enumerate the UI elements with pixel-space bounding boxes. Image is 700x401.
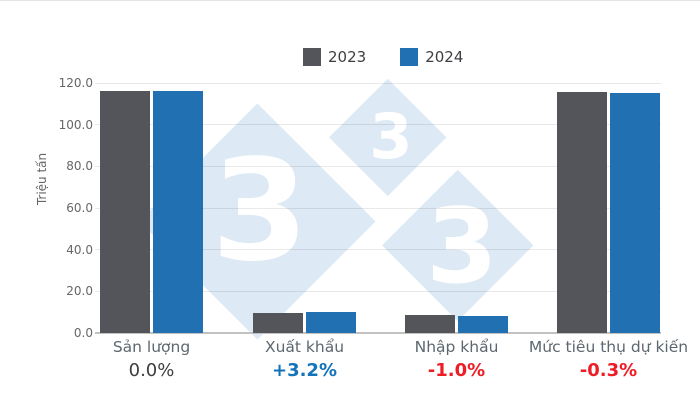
watermark-digit-3: 3 — [426, 187, 498, 308]
legend-swatch-2024 — [400, 48, 419, 66]
legend-item-2024[interactable]: 2024 — [400, 48, 463, 66]
legend-swatch-2023 — [303, 48, 321, 66]
y-tick-label-120.0: 120.0 — [58, 76, 93, 90]
y-tick-label-0.0: 0.0 — [73, 326, 93, 340]
bar-2023-category-3[interactable] — [405, 315, 455, 333]
legend-label-2023: 2023 — [328, 48, 367, 66]
gridline-120.0 — [95, 82, 661, 84]
y-tick-label-80.0: 80.0 — [66, 159, 93, 174]
gridline-100.0 — [95, 124, 661, 126]
bar-2024-category-1[interactable] — [153, 90, 203, 333]
change-label-4: -0.3% — [579, 360, 638, 381]
bar-2024-category-2[interactable] — [306, 312, 356, 333]
change-label-1: 0.0% — [128, 360, 175, 381]
change-label-3: -1.0% — [427, 360, 486, 381]
watermark-digit-2: 3 — [211, 130, 309, 294]
change-label-2: +3.2% — [271, 360, 337, 381]
y-tick-label-100.0: 100.0 — [58, 117, 93, 132]
legend-label-2024: 2024 — [425, 48, 464, 66]
bar-2024-category-4[interactable] — [610, 93, 660, 333]
bar-2024-category-3[interactable] — [458, 315, 508, 333]
gridline-20.0 — [95, 290, 661, 292]
legend: 2023 2024 — [303, 48, 463, 66]
gridline-40.0 — [95, 249, 661, 251]
category-label-4: Mức tiêu thụ dự kiến — [528, 338, 689, 356]
y-tick-label-60.0: 60.0 — [66, 201, 93, 215]
y-tick-label-20.0: 20.0 — [66, 284, 93, 299]
bar-2023-category-4[interactable] — [557, 92, 607, 333]
y-tick-label-40.0: 40.0 — [66, 242, 93, 257]
gridline-80.0 — [95, 165, 661, 167]
bar-2023-category-1[interactable] — [100, 90, 150, 333]
x-axis-line — [95, 332, 661, 334]
legend-item-2023[interactable]: 2023 — [303, 48, 366, 66]
category-label-2: Xuất khẩu — [264, 338, 345, 356]
category-label-3: Nhập khẩu — [414, 338, 499, 356]
gridline-60.0 — [95, 207, 661, 209]
bar-2023-category-2[interactable] — [253, 312, 303, 333]
category-label-1: Sản lượng — [112, 338, 191, 356]
watermark-digit-1: 3 — [369, 99, 413, 173]
